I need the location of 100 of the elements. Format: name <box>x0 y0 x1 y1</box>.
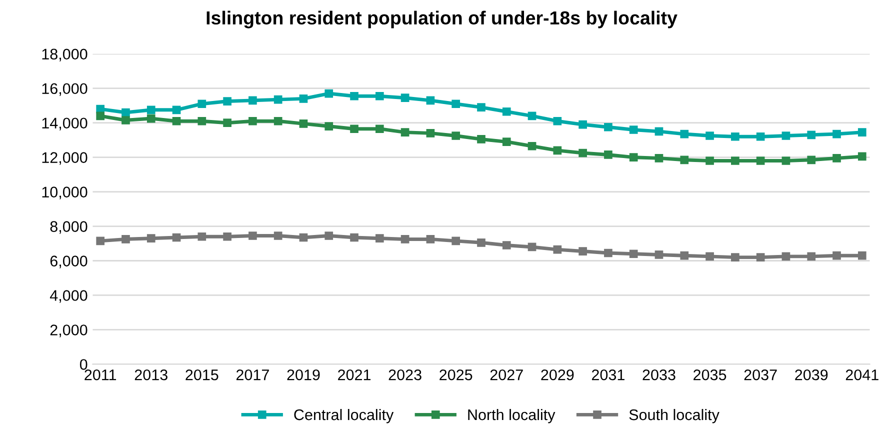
point <box>858 251 866 260</box>
point <box>223 97 232 106</box>
point <box>274 116 282 126</box>
point <box>629 153 638 162</box>
point <box>172 106 181 114</box>
point <box>502 107 511 116</box>
x-tick-label: 2029 <box>541 369 574 380</box>
point <box>375 234 384 243</box>
point <box>807 252 816 261</box>
point <box>756 253 765 262</box>
point <box>350 124 358 134</box>
point <box>502 241 511 250</box>
point <box>654 250 664 259</box>
point <box>299 120 308 128</box>
point <box>146 114 156 123</box>
point <box>807 156 816 164</box>
y-tick-label: 16,000 <box>42 83 88 96</box>
x-tick-label: 2041 <box>846 369 878 380</box>
point <box>274 95 282 104</box>
x-tick-label: 2011 <box>84 369 116 380</box>
point <box>400 128 410 136</box>
point <box>706 156 714 165</box>
point <box>654 127 664 136</box>
point <box>502 138 511 146</box>
point <box>832 130 841 138</box>
legend-label: Central locality <box>294 408 394 424</box>
point <box>400 94 410 102</box>
y-tick-label: 18,000 <box>42 48 88 62</box>
point <box>807 130 816 140</box>
x-tick-label: 2031 <box>592 369 624 380</box>
point <box>324 89 334 98</box>
point <box>350 233 358 242</box>
y-tick-label: 4,000 <box>50 290 88 303</box>
y-tick-label: 8,000 <box>50 221 88 234</box>
point <box>832 251 841 260</box>
x-tick-label: 2021 <box>338 369 371 380</box>
y-tick-label: 6,000 <box>50 256 88 268</box>
point <box>528 112 536 120</box>
point <box>629 126 638 134</box>
point <box>299 233 308 242</box>
x-tick-label: 2013 <box>134 369 168 380</box>
point <box>477 103 486 112</box>
x-tick-label: 2027 <box>490 369 523 380</box>
point <box>146 234 156 243</box>
point <box>198 116 206 126</box>
point <box>375 124 384 134</box>
point <box>477 238 486 247</box>
point <box>553 116 562 126</box>
point <box>731 253 740 262</box>
point <box>248 232 257 240</box>
point <box>122 108 130 117</box>
point <box>324 122 334 130</box>
x-tick-label: 2023 <box>388 369 422 380</box>
point <box>198 100 206 108</box>
chart-title: Islington resident population of under-18s by locality <box>206 10 678 28</box>
point <box>782 132 790 140</box>
point <box>832 154 841 162</box>
point <box>553 146 562 155</box>
point <box>604 248 612 258</box>
point <box>324 232 334 240</box>
point <box>528 142 536 150</box>
point <box>629 250 638 258</box>
point <box>248 96 257 105</box>
x-tick-label: 2033 <box>642 369 676 380</box>
point <box>680 130 689 138</box>
point <box>528 242 536 252</box>
point <box>680 251 689 260</box>
point <box>452 132 460 140</box>
point <box>122 235 130 244</box>
point <box>375 92 384 100</box>
x-tick-label: 2039 <box>795 369 828 380</box>
point <box>477 135 486 144</box>
point <box>172 233 181 242</box>
y-tick-label: 2,000 <box>50 324 88 338</box>
point <box>274 232 282 240</box>
point <box>654 154 664 162</box>
point <box>756 156 765 165</box>
point <box>122 116 130 124</box>
point <box>96 112 104 120</box>
point <box>858 128 866 136</box>
point <box>172 116 181 126</box>
legend-label: South locality <box>629 408 720 424</box>
point <box>731 156 740 165</box>
point <box>578 247 587 256</box>
point <box>858 152 866 161</box>
point <box>731 132 740 141</box>
point <box>680 156 689 164</box>
point <box>782 252 790 261</box>
point <box>604 150 612 159</box>
point <box>782 156 790 165</box>
point <box>426 129 435 138</box>
point <box>146 106 156 114</box>
point <box>452 236 460 246</box>
point <box>578 120 587 129</box>
point <box>299 94 308 103</box>
point <box>756 132 765 141</box>
point <box>350 92 358 100</box>
point <box>706 132 714 140</box>
point <box>400 235 410 244</box>
y-tick-label: 10,000 <box>42 186 88 200</box>
